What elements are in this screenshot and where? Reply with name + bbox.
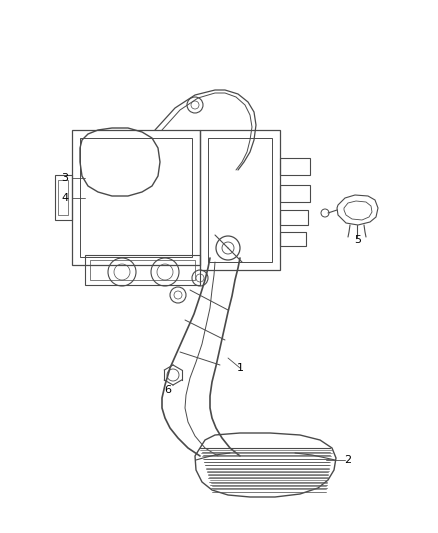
Text: 1: 1 xyxy=(237,363,244,373)
Text: 6: 6 xyxy=(165,385,172,395)
Text: 3: 3 xyxy=(61,173,68,183)
Text: 2: 2 xyxy=(344,455,352,465)
Text: 5: 5 xyxy=(354,235,361,245)
Text: 4: 4 xyxy=(61,193,69,203)
